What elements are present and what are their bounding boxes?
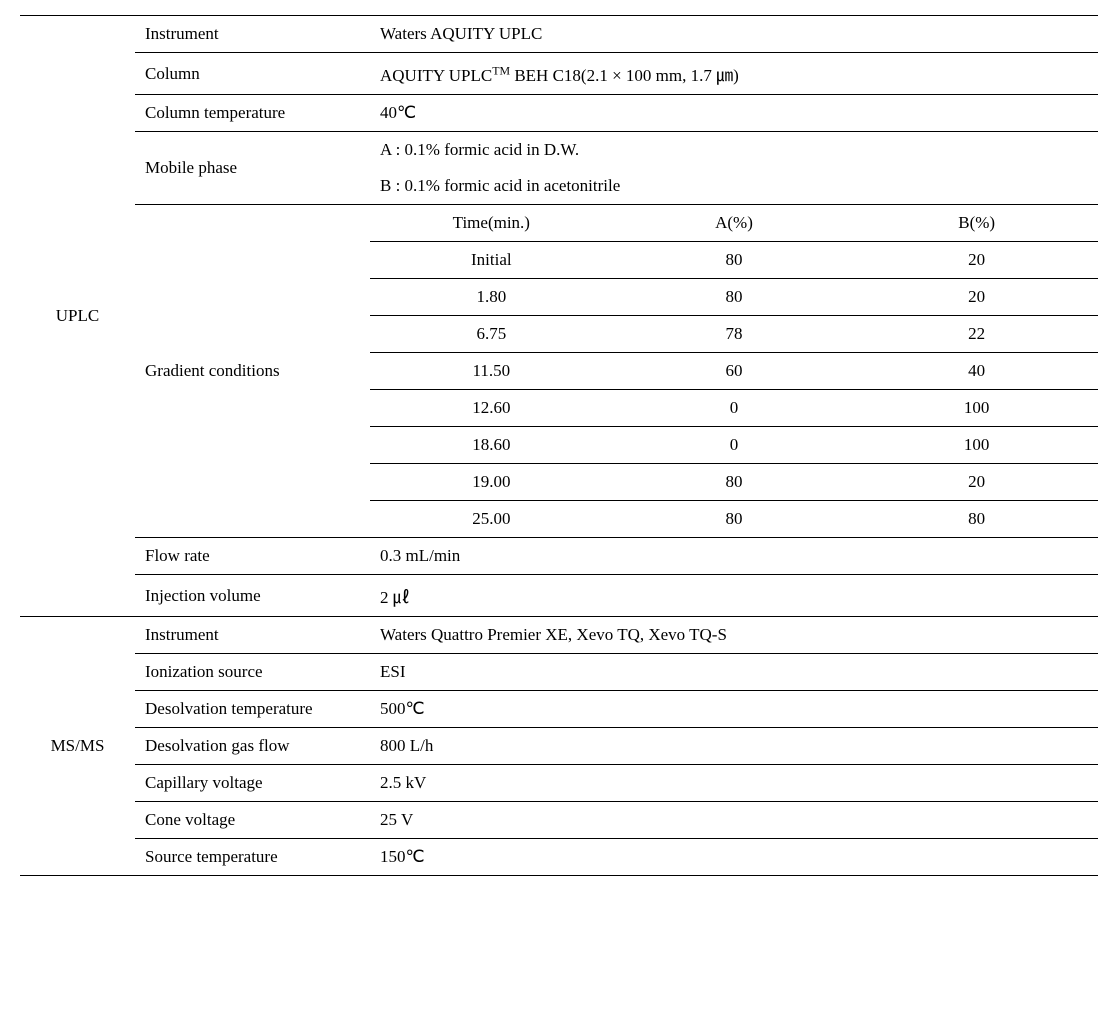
gradient-header-a: A(%): [613, 205, 856, 242]
gradient-cell: 100: [855, 427, 1098, 464]
value-desolvation-gas: 800 L/h: [370, 728, 1098, 765]
gradient-cell: 78: [613, 316, 856, 353]
value-column-temp: 40℃: [370, 95, 1098, 132]
gradient-cell: 12.60: [370, 390, 613, 427]
gradient-cell: 40: [855, 353, 1098, 390]
param-ionization: Ionization source: [135, 654, 370, 691]
gradient-cell: 18.60: [370, 427, 613, 464]
gradient-cell: 1.80: [370, 279, 613, 316]
gradient-cell: 80: [613, 501, 856, 538]
gradient-cell: 80: [613, 464, 856, 501]
param-source-temp: Source temperature: [135, 839, 370, 876]
gradient-cell: 100: [855, 390, 1098, 427]
param-column-temp: Column temperature: [135, 95, 370, 132]
value-source-temp: 150℃: [370, 839, 1098, 876]
value-injection-volume: 2 ㎕: [370, 575, 1098, 617]
gradient-cell: 25.00: [370, 501, 613, 538]
param-column: Column: [135, 53, 370, 95]
value-ionization: ESI: [370, 654, 1098, 691]
gradient-cell: Initial: [370, 242, 613, 279]
gradient-cell: 20: [855, 464, 1098, 501]
value-capillary-voltage: 2.5 kV: [370, 765, 1098, 802]
value-instrument-msms: Waters Quattro Premier XE, Xevo TQ, Xevo…: [370, 617, 1098, 654]
param-mobile-phase: Mobile phase: [135, 132, 370, 205]
parameters-table: UPLC Instrument Waters AQUITY UPLC Colum…: [20, 15, 1098, 876]
value-desolvation-temp: 500℃: [370, 691, 1098, 728]
param-instrument-uplc: Instrument: [135, 16, 370, 53]
gradient-cell: 80: [613, 279, 856, 316]
param-gradient: Gradient conditions: [135, 205, 370, 538]
param-flow-rate: Flow rate: [135, 538, 370, 575]
gradient-cell: 0: [613, 390, 856, 427]
gradient-cell: 60: [613, 353, 856, 390]
value-mobile-phase-b: B : 0.1% formic acid in acetonitrile: [370, 168, 1098, 205]
value-cone-voltage: 25 V: [370, 802, 1098, 839]
value-mobile-phase-a: A : 0.1% formic acid in D.W.: [370, 132, 1098, 169]
value-flow-rate: 0.3 mL/min: [370, 538, 1098, 575]
param-injection-volume: Injection volume: [135, 575, 370, 617]
gradient-cell: 20: [855, 242, 1098, 279]
gradient-header-time: Time(min.): [370, 205, 613, 242]
gradient-cell: 80: [855, 501, 1098, 538]
gradient-cell: 22: [855, 316, 1098, 353]
gradient-cell: 80: [613, 242, 856, 279]
param-desolvation-temp: Desolvation temperature: [135, 691, 370, 728]
param-cone-voltage: Cone voltage: [135, 802, 370, 839]
value-instrument-uplc: Waters AQUITY UPLC: [370, 16, 1098, 53]
gradient-cell: 11.50: [370, 353, 613, 390]
param-capillary-voltage: Capillary voltage: [135, 765, 370, 802]
section-label-msms: MS/MS: [20, 617, 135, 876]
gradient-header-b: B(%): [855, 205, 1098, 242]
gradient-cell: 0: [613, 427, 856, 464]
param-desolvation-gas: Desolvation gas flow: [135, 728, 370, 765]
section-label-uplc: UPLC: [20, 16, 135, 617]
gradient-cell: 19.00: [370, 464, 613, 501]
gradient-cell: 20: [855, 279, 1098, 316]
gradient-cell: 6.75: [370, 316, 613, 353]
param-instrument-msms: Instrument: [135, 617, 370, 654]
value-column: AQUITY UPLCTM BEH C18(2.1 × 100 mm, 1.7 …: [370, 53, 1098, 95]
